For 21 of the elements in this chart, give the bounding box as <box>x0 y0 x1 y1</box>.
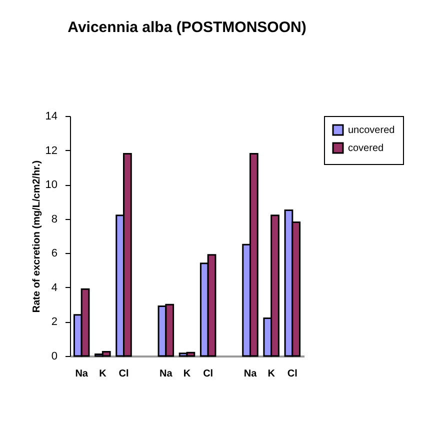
y-tick-label: 12 <box>45 144 58 157</box>
x-tick-label: K <box>183 368 192 380</box>
x-tick-label: K <box>99 368 108 380</box>
x-tick-label: Cl <box>203 368 214 380</box>
x-tick-label: Cl <box>118 368 129 380</box>
legend-label: uncovered <box>348 125 395 136</box>
x-tick-label: Na <box>75 368 88 380</box>
y-tick-label: 0 <box>51 350 58 362</box>
y-tick-label: 10 <box>45 179 58 192</box>
y-tick-label: 14 <box>45 110 58 122</box>
y-tick-label: 8 <box>51 213 58 226</box>
x-tick-label: Na <box>244 368 258 380</box>
x-tick-label: Cl <box>287 368 298 380</box>
y-tick-label: 4 <box>51 282 58 294</box>
x-tick-label: K <box>268 368 276 380</box>
x-tick-label: Na <box>160 368 173 380</box>
legend-label: covered <box>348 143 384 154</box>
y-tick-label: 6 <box>51 248 58 260</box>
y-axis-title: Rate of excretion (mg/L/cm2/hr.) <box>31 160 42 313</box>
y-tick-label: 2 <box>51 316 58 328</box>
chart-title: Avicennia alba (POSTMONSOON) <box>68 19 306 36</box>
